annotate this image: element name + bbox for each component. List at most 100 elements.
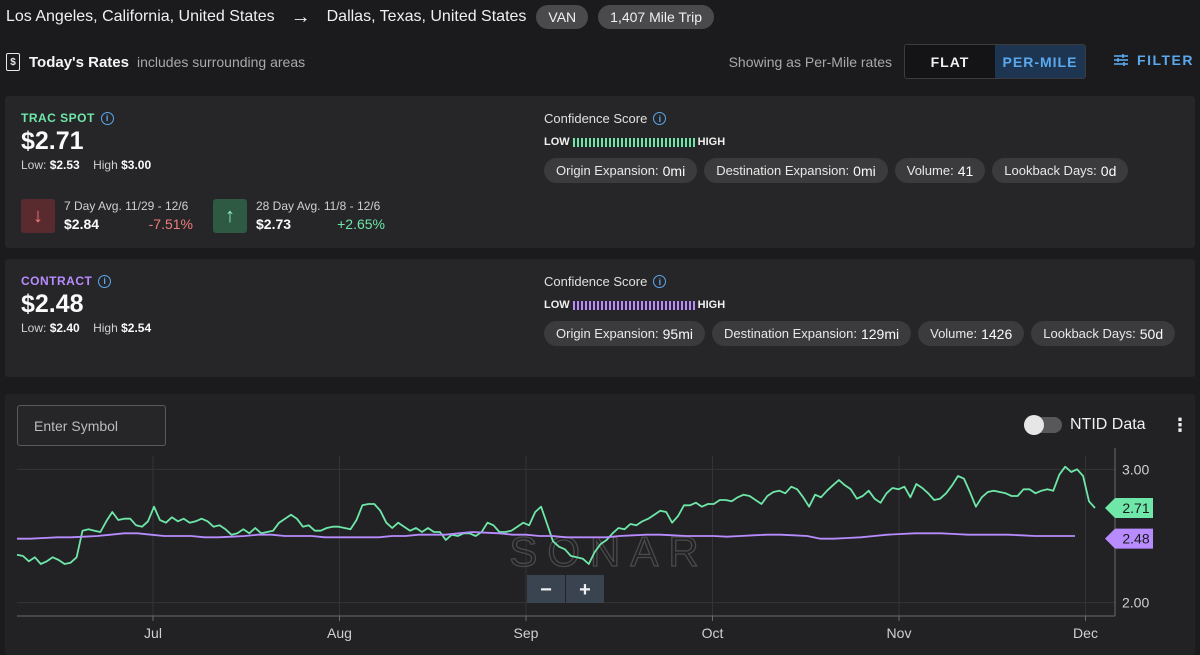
confidence-tick xyxy=(652,300,655,310)
chart-lines xyxy=(16,465,1096,565)
chip-label: Lookback Days: xyxy=(1004,163,1097,178)
confidence-tick xyxy=(580,300,583,310)
confidence-tick xyxy=(592,300,595,310)
equipment-badge[interactable]: VAN xyxy=(536,5,589,29)
toggle-switch[interactable] xyxy=(1024,415,1062,435)
avg-7day-change: -7.51% xyxy=(148,216,193,232)
contract-low: $2.40 xyxy=(49,321,80,335)
spot-confidence-title: Confidence Score i xyxy=(544,111,667,126)
confidence-tick xyxy=(620,137,623,147)
confidence-high-label: HIGH xyxy=(697,299,726,311)
contract-high: $2.54 xyxy=(121,321,152,335)
chip-destination-expansion: Destination Expansion: 0mi xyxy=(704,158,888,183)
confidence-tick xyxy=(660,137,663,147)
origin-label: Los Angeles, California, United States xyxy=(6,8,275,25)
kebab-menu-icon[interactable]: ⋮ xyxy=(1171,415,1189,435)
avg-28day-value: $2.73 xyxy=(256,216,292,232)
symbol-input[interactable] xyxy=(17,405,166,446)
chip-label: Lookback Days: xyxy=(1043,326,1136,341)
confidence-tick xyxy=(616,137,619,147)
chip-volume: Volume: 41 xyxy=(894,158,986,183)
contract-price: $2.48 xyxy=(21,290,84,318)
info-icon[interactable]: i xyxy=(100,111,114,125)
sliders-icon xyxy=(1114,54,1129,66)
chip-value: 50d xyxy=(1139,325,1164,342)
x-tick-label: Nov xyxy=(887,625,912,641)
confidence-tick xyxy=(600,300,603,310)
rate-mode-toggle: FLAT PER-MILE xyxy=(904,44,1086,79)
chart-panel: NTID Data ⋮ SONAR JulAugSepOctNovDec3.00… xyxy=(5,394,1195,655)
last-value-marker-2 xyxy=(1105,528,1153,549)
confidence-tick xyxy=(628,300,631,310)
confidence-tick xyxy=(596,300,599,310)
rate-mode-text: Showing as Per-Mile rates xyxy=(728,54,892,70)
confidence-tick xyxy=(648,137,651,147)
chip-label: Origin Expansion: xyxy=(556,326,659,341)
zoom-in-button[interactable] xyxy=(566,575,604,603)
info-icon[interactable]: i xyxy=(653,275,667,288)
confidence-tick xyxy=(640,300,643,310)
info-icon[interactable]: i xyxy=(653,112,667,125)
confidence-tick xyxy=(692,300,695,310)
chip-origin-expansion: Origin Expansion: 0mi xyxy=(544,158,698,183)
chip-volume: Volume: 1426 xyxy=(918,321,1025,346)
confidence-tick xyxy=(688,300,691,310)
confidence-tick xyxy=(604,137,607,147)
zoom-out-button[interactable] xyxy=(527,575,565,603)
confidence-tick xyxy=(680,137,683,147)
avg-7day-value: $2.84 xyxy=(64,216,100,232)
spot-label-text: TRAC SPOT xyxy=(21,111,95,125)
last-value-label-2: 2.48 xyxy=(1122,531,1149,547)
trip-distance-badge: 1,407 Mile Trip xyxy=(598,5,714,29)
confidence-tick xyxy=(688,137,691,147)
contract-rate-card: CONTRACT i $2.48 Low: $2.40 High $2.54 C… xyxy=(5,259,1195,377)
low-label: Low: xyxy=(21,321,47,335)
zoom-controls: − + xyxy=(527,575,604,603)
rates-subtitle: includes surrounding areas xyxy=(137,54,306,70)
confidence-tick xyxy=(624,137,627,147)
confidence-tick xyxy=(628,137,631,147)
confidence-tick xyxy=(616,300,619,310)
contract-confidence-title: Confidence Score i xyxy=(544,274,667,289)
rates-title: Today's Rates xyxy=(29,53,129,71)
x-tick-label: Jul xyxy=(144,625,162,641)
spot-high: $3.00 xyxy=(121,158,152,172)
info-icon[interactable]: i xyxy=(98,274,112,288)
ntid-toggle[interactable]: NTID Data xyxy=(1024,415,1146,435)
contract-label: CONTRACT i xyxy=(21,274,112,288)
confidence-tick xyxy=(644,137,647,147)
confidence-tick xyxy=(596,137,599,147)
confidence-tick xyxy=(672,300,675,310)
flat-button[interactable]: FLAT xyxy=(905,45,995,78)
series-line-2 xyxy=(17,531,1075,540)
confidence-tick xyxy=(640,137,643,147)
confidence-tick xyxy=(644,300,647,310)
confidence-tick xyxy=(584,137,587,147)
arrow-right-icon: → xyxy=(290,6,311,28)
confidence-tick xyxy=(604,300,607,310)
confidence-tick xyxy=(664,137,667,147)
per-mile-button[interactable]: PER-MILE xyxy=(995,45,1085,78)
chip-value: 0mi xyxy=(853,162,876,179)
chip-value: 129mi xyxy=(860,325,900,342)
confidence-tick xyxy=(608,300,611,310)
last-value-label-1: 2.71 xyxy=(1122,500,1149,516)
confidence-ticks xyxy=(572,300,695,310)
toggle-knob xyxy=(1024,415,1044,435)
confidence-tick xyxy=(648,300,651,310)
chip-destination-expansion: Destination Expansion: 129mi xyxy=(711,321,912,346)
filter-label: FILTER xyxy=(1137,52,1194,68)
arrow-up-icon: ↑ xyxy=(213,199,247,233)
chip-value: 95mi xyxy=(662,325,693,342)
confidence-tick xyxy=(676,300,679,310)
destination-label: Dallas, Texas, United States xyxy=(326,8,527,25)
y-tick-label: 2.00 xyxy=(1122,595,1149,611)
confidence-tick xyxy=(652,137,655,147)
contract-range: Low: $2.40 High $2.54 xyxy=(21,321,151,335)
chip-lookback-days: Lookback Days: 50d xyxy=(1031,321,1176,346)
chip-label: Volume: xyxy=(930,326,978,341)
zoom-in-icon: + xyxy=(579,579,591,601)
chip-origin-expansion: Origin Expansion: 95mi xyxy=(544,321,705,346)
filter-button[interactable]: FILTER xyxy=(1113,52,1194,68)
